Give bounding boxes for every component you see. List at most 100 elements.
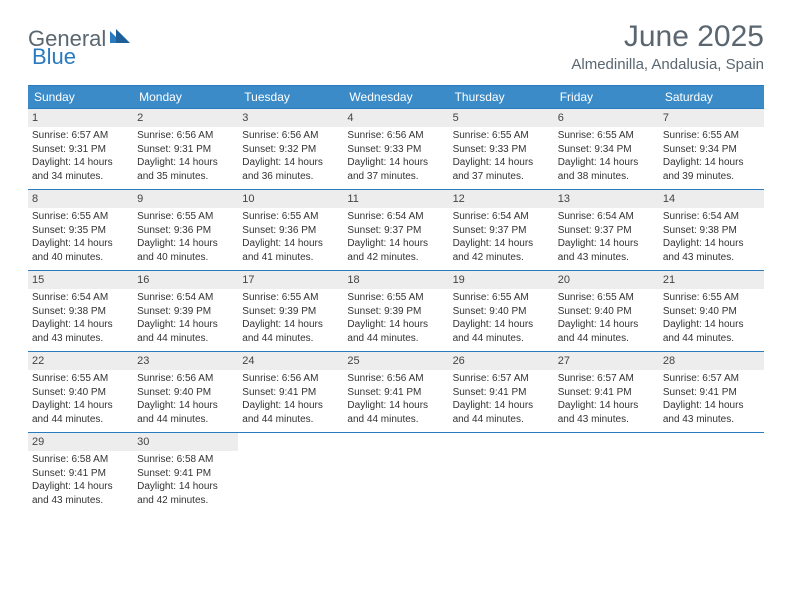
day-ss: Sunset: 9:41 PM bbox=[32, 467, 127, 481]
day-number: 24 bbox=[238, 352, 343, 370]
month-title: June 2025 bbox=[571, 20, 764, 54]
day-ss: Sunset: 9:31 PM bbox=[137, 143, 232, 157]
day-body: Sunrise: 6:58 AMSunset: 9:41 PMDaylight:… bbox=[133, 451, 238, 507]
day-sr: Sunrise: 6:54 AM bbox=[137, 291, 232, 305]
day-d1: Daylight: 14 hours bbox=[137, 399, 232, 413]
day-body: Sunrise: 6:54 AMSunset: 9:39 PMDaylight:… bbox=[133, 289, 238, 345]
day-d1: Daylight: 14 hours bbox=[32, 156, 127, 170]
day-body: Sunrise: 6:54 AMSunset: 9:38 PMDaylight:… bbox=[659, 208, 764, 264]
day-sr: Sunrise: 6:55 AM bbox=[32, 210, 127, 224]
day-cell bbox=[343, 433, 448, 513]
day-cell: 9Sunrise: 6:55 AMSunset: 9:36 PMDaylight… bbox=[133, 190, 238, 270]
day-d1: Daylight: 14 hours bbox=[242, 318, 337, 332]
day-ss: Sunset: 9:41 PM bbox=[453, 386, 548, 400]
day-sr: Sunrise: 6:54 AM bbox=[453, 210, 548, 224]
day-d2: and 43 minutes. bbox=[558, 251, 653, 265]
day-body: Sunrise: 6:55 AMSunset: 9:40 PMDaylight:… bbox=[554, 289, 659, 345]
day-ss: Sunset: 9:34 PM bbox=[558, 143, 653, 157]
day-sr: Sunrise: 6:56 AM bbox=[347, 372, 442, 386]
day-number: 12 bbox=[449, 190, 554, 208]
day-number: 23 bbox=[133, 352, 238, 370]
day-body: Sunrise: 6:55 AMSunset: 9:34 PMDaylight:… bbox=[554, 127, 659, 183]
day-d2: and 39 minutes. bbox=[663, 170, 758, 184]
day-d1: Daylight: 14 hours bbox=[137, 318, 232, 332]
dow-thursday: Thursday bbox=[449, 86, 554, 108]
day-cell: 14Sunrise: 6:54 AMSunset: 9:38 PMDayligh… bbox=[659, 190, 764, 270]
day-number: 13 bbox=[554, 190, 659, 208]
day-cell: 6Sunrise: 6:55 AMSunset: 9:34 PMDaylight… bbox=[554, 109, 659, 189]
day-ss: Sunset: 9:41 PM bbox=[558, 386, 653, 400]
day-d1: Daylight: 14 hours bbox=[347, 156, 442, 170]
day-body: Sunrise: 6:57 AMSunset: 9:41 PMDaylight:… bbox=[554, 370, 659, 426]
day-body: Sunrise: 6:55 AMSunset: 9:39 PMDaylight:… bbox=[238, 289, 343, 345]
dow-wednesday: Wednesday bbox=[343, 86, 448, 108]
day-sr: Sunrise: 6:56 AM bbox=[137, 129, 232, 143]
day-sr: Sunrise: 6:58 AM bbox=[32, 453, 127, 467]
day-d1: Daylight: 14 hours bbox=[137, 156, 232, 170]
day-number: 19 bbox=[449, 271, 554, 289]
day-number: 15 bbox=[28, 271, 133, 289]
day-ss: Sunset: 9:38 PM bbox=[32, 305, 127, 319]
day-d2: and 43 minutes. bbox=[32, 332, 127, 346]
day-number: 29 bbox=[28, 433, 133, 451]
day-cell: 23Sunrise: 6:56 AMSunset: 9:40 PMDayligh… bbox=[133, 352, 238, 432]
day-body: Sunrise: 6:56 AMSunset: 9:40 PMDaylight:… bbox=[133, 370, 238, 426]
day-number: 28 bbox=[659, 352, 764, 370]
day-ss: Sunset: 9:40 PM bbox=[32, 386, 127, 400]
day-body: Sunrise: 6:56 AMSunset: 9:41 PMDaylight:… bbox=[238, 370, 343, 426]
day-sr: Sunrise: 6:54 AM bbox=[32, 291, 127, 305]
day-ss: Sunset: 9:39 PM bbox=[137, 305, 232, 319]
day-cell: 10Sunrise: 6:55 AMSunset: 9:36 PMDayligh… bbox=[238, 190, 343, 270]
day-cell: 30Sunrise: 6:58 AMSunset: 9:41 PMDayligh… bbox=[133, 433, 238, 513]
day-d2: and 40 minutes. bbox=[32, 251, 127, 265]
day-sr: Sunrise: 6:55 AM bbox=[558, 291, 653, 305]
day-number: 10 bbox=[238, 190, 343, 208]
day-cell: 5Sunrise: 6:55 AMSunset: 9:33 PMDaylight… bbox=[449, 109, 554, 189]
day-d2: and 38 minutes. bbox=[558, 170, 653, 184]
day-body: Sunrise: 6:58 AMSunset: 9:41 PMDaylight:… bbox=[28, 451, 133, 507]
day-ss: Sunset: 9:41 PM bbox=[137, 467, 232, 481]
day-d2: and 44 minutes. bbox=[347, 413, 442, 427]
day-d1: Daylight: 14 hours bbox=[558, 156, 653, 170]
week-row: 29Sunrise: 6:58 AMSunset: 9:41 PMDayligh… bbox=[28, 432, 764, 513]
day-sr: Sunrise: 6:54 AM bbox=[663, 210, 758, 224]
day-ss: Sunset: 9:40 PM bbox=[663, 305, 758, 319]
day-cell: 20Sunrise: 6:55 AMSunset: 9:40 PMDayligh… bbox=[554, 271, 659, 351]
day-cell bbox=[659, 433, 764, 513]
day-body: Sunrise: 6:55 AMSunset: 9:40 PMDaylight:… bbox=[659, 289, 764, 345]
day-body: Sunrise: 6:55 AMSunset: 9:33 PMDaylight:… bbox=[449, 127, 554, 183]
day-body: Sunrise: 6:56 AMSunset: 9:33 PMDaylight:… bbox=[343, 127, 448, 183]
day-sr: Sunrise: 6:55 AM bbox=[242, 291, 337, 305]
day-d2: and 44 minutes. bbox=[663, 332, 758, 346]
day-sr: Sunrise: 6:56 AM bbox=[242, 129, 337, 143]
dow-tuesday: Tuesday bbox=[238, 86, 343, 108]
day-body: Sunrise: 6:55 AMSunset: 9:40 PMDaylight:… bbox=[28, 370, 133, 426]
day-body: Sunrise: 6:54 AMSunset: 9:38 PMDaylight:… bbox=[28, 289, 133, 345]
day-d1: Daylight: 14 hours bbox=[558, 399, 653, 413]
day-d2: and 44 minutes. bbox=[453, 413, 548, 427]
day-sr: Sunrise: 6:56 AM bbox=[137, 372, 232, 386]
day-ss: Sunset: 9:35 PM bbox=[32, 224, 127, 238]
day-number: 3 bbox=[238, 109, 343, 127]
day-body: Sunrise: 6:55 AMSunset: 9:39 PMDaylight:… bbox=[343, 289, 448, 345]
day-d2: and 44 minutes. bbox=[137, 413, 232, 427]
week-row: 22Sunrise: 6:55 AMSunset: 9:40 PMDayligh… bbox=[28, 351, 764, 432]
day-body: Sunrise: 6:54 AMSunset: 9:37 PMDaylight:… bbox=[554, 208, 659, 264]
logo-text-part2: Blue bbox=[32, 44, 76, 70]
day-ss: Sunset: 9:38 PM bbox=[663, 224, 758, 238]
day-ss: Sunset: 9:37 PM bbox=[347, 224, 442, 238]
dow-header-row: Sunday Monday Tuesday Wednesday Thursday… bbox=[28, 86, 764, 108]
day-body: Sunrise: 6:56 AMSunset: 9:32 PMDaylight:… bbox=[238, 127, 343, 183]
day-cell: 22Sunrise: 6:55 AMSunset: 9:40 PMDayligh… bbox=[28, 352, 133, 432]
calendar: Sunday Monday Tuesday Wednesday Thursday… bbox=[28, 85, 764, 513]
day-d1: Daylight: 14 hours bbox=[32, 237, 127, 251]
day-d2: and 37 minutes. bbox=[453, 170, 548, 184]
day-cell: 15Sunrise: 6:54 AMSunset: 9:38 PMDayligh… bbox=[28, 271, 133, 351]
day-sr: Sunrise: 6:54 AM bbox=[558, 210, 653, 224]
day-d1: Daylight: 14 hours bbox=[32, 399, 127, 413]
day-ss: Sunset: 9:34 PM bbox=[663, 143, 758, 157]
day-d1: Daylight: 14 hours bbox=[242, 237, 337, 251]
day-d2: and 44 minutes. bbox=[242, 413, 337, 427]
day-d1: Daylight: 14 hours bbox=[347, 318, 442, 332]
day-cell: 24Sunrise: 6:56 AMSunset: 9:41 PMDayligh… bbox=[238, 352, 343, 432]
